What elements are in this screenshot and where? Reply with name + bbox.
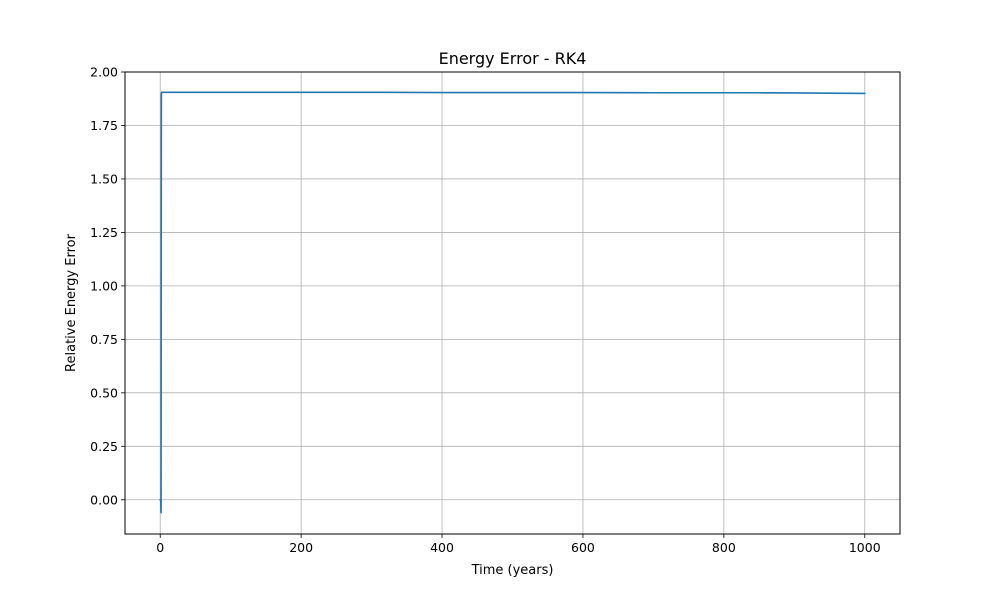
- x-tick-label: 0: [156, 540, 164, 555]
- y-axis-label: Relative Energy Error: [64, 233, 79, 372]
- series-layer: [159, 91, 866, 514]
- x-tick-label: 200: [289, 540, 313, 555]
- y-tick-label: 1.00: [90, 278, 118, 293]
- x-axis-ticks: 0 200 400 600 800 1000: [156, 534, 881, 555]
- y-tick-label: 0.75: [90, 332, 118, 347]
- y-tick-label: 1.75: [90, 118, 118, 133]
- y-tick-label: 1.25: [90, 225, 118, 240]
- x-tick-label: 400: [430, 540, 454, 555]
- y-tick-label: 0.00: [90, 492, 118, 507]
- x-tick-label: 600: [571, 540, 595, 555]
- y-tick-label: 1.50: [90, 171, 118, 186]
- y-tick-label: 0.25: [90, 439, 118, 454]
- chart-title: Energy Error - RK4: [439, 49, 587, 68]
- energy-error-series-line: [159, 91, 866, 514]
- y-tick-label: 2.00: [90, 65, 118, 80]
- x-tick-label: 800: [712, 540, 736, 555]
- plot-frame: [124, 71, 901, 535]
- y-axis-ticks: 0.00 0.25 0.50 0.75 1.00 1.25 1.50 1.75 2.00: [90, 65, 125, 507]
- x-axis-label: Time (years): [471, 563, 554, 578]
- grid-lines: [125, 71, 900, 534]
- y-tick-label: 0.50: [90, 385, 118, 400]
- x-tick-label: 1000: [849, 540, 881, 555]
